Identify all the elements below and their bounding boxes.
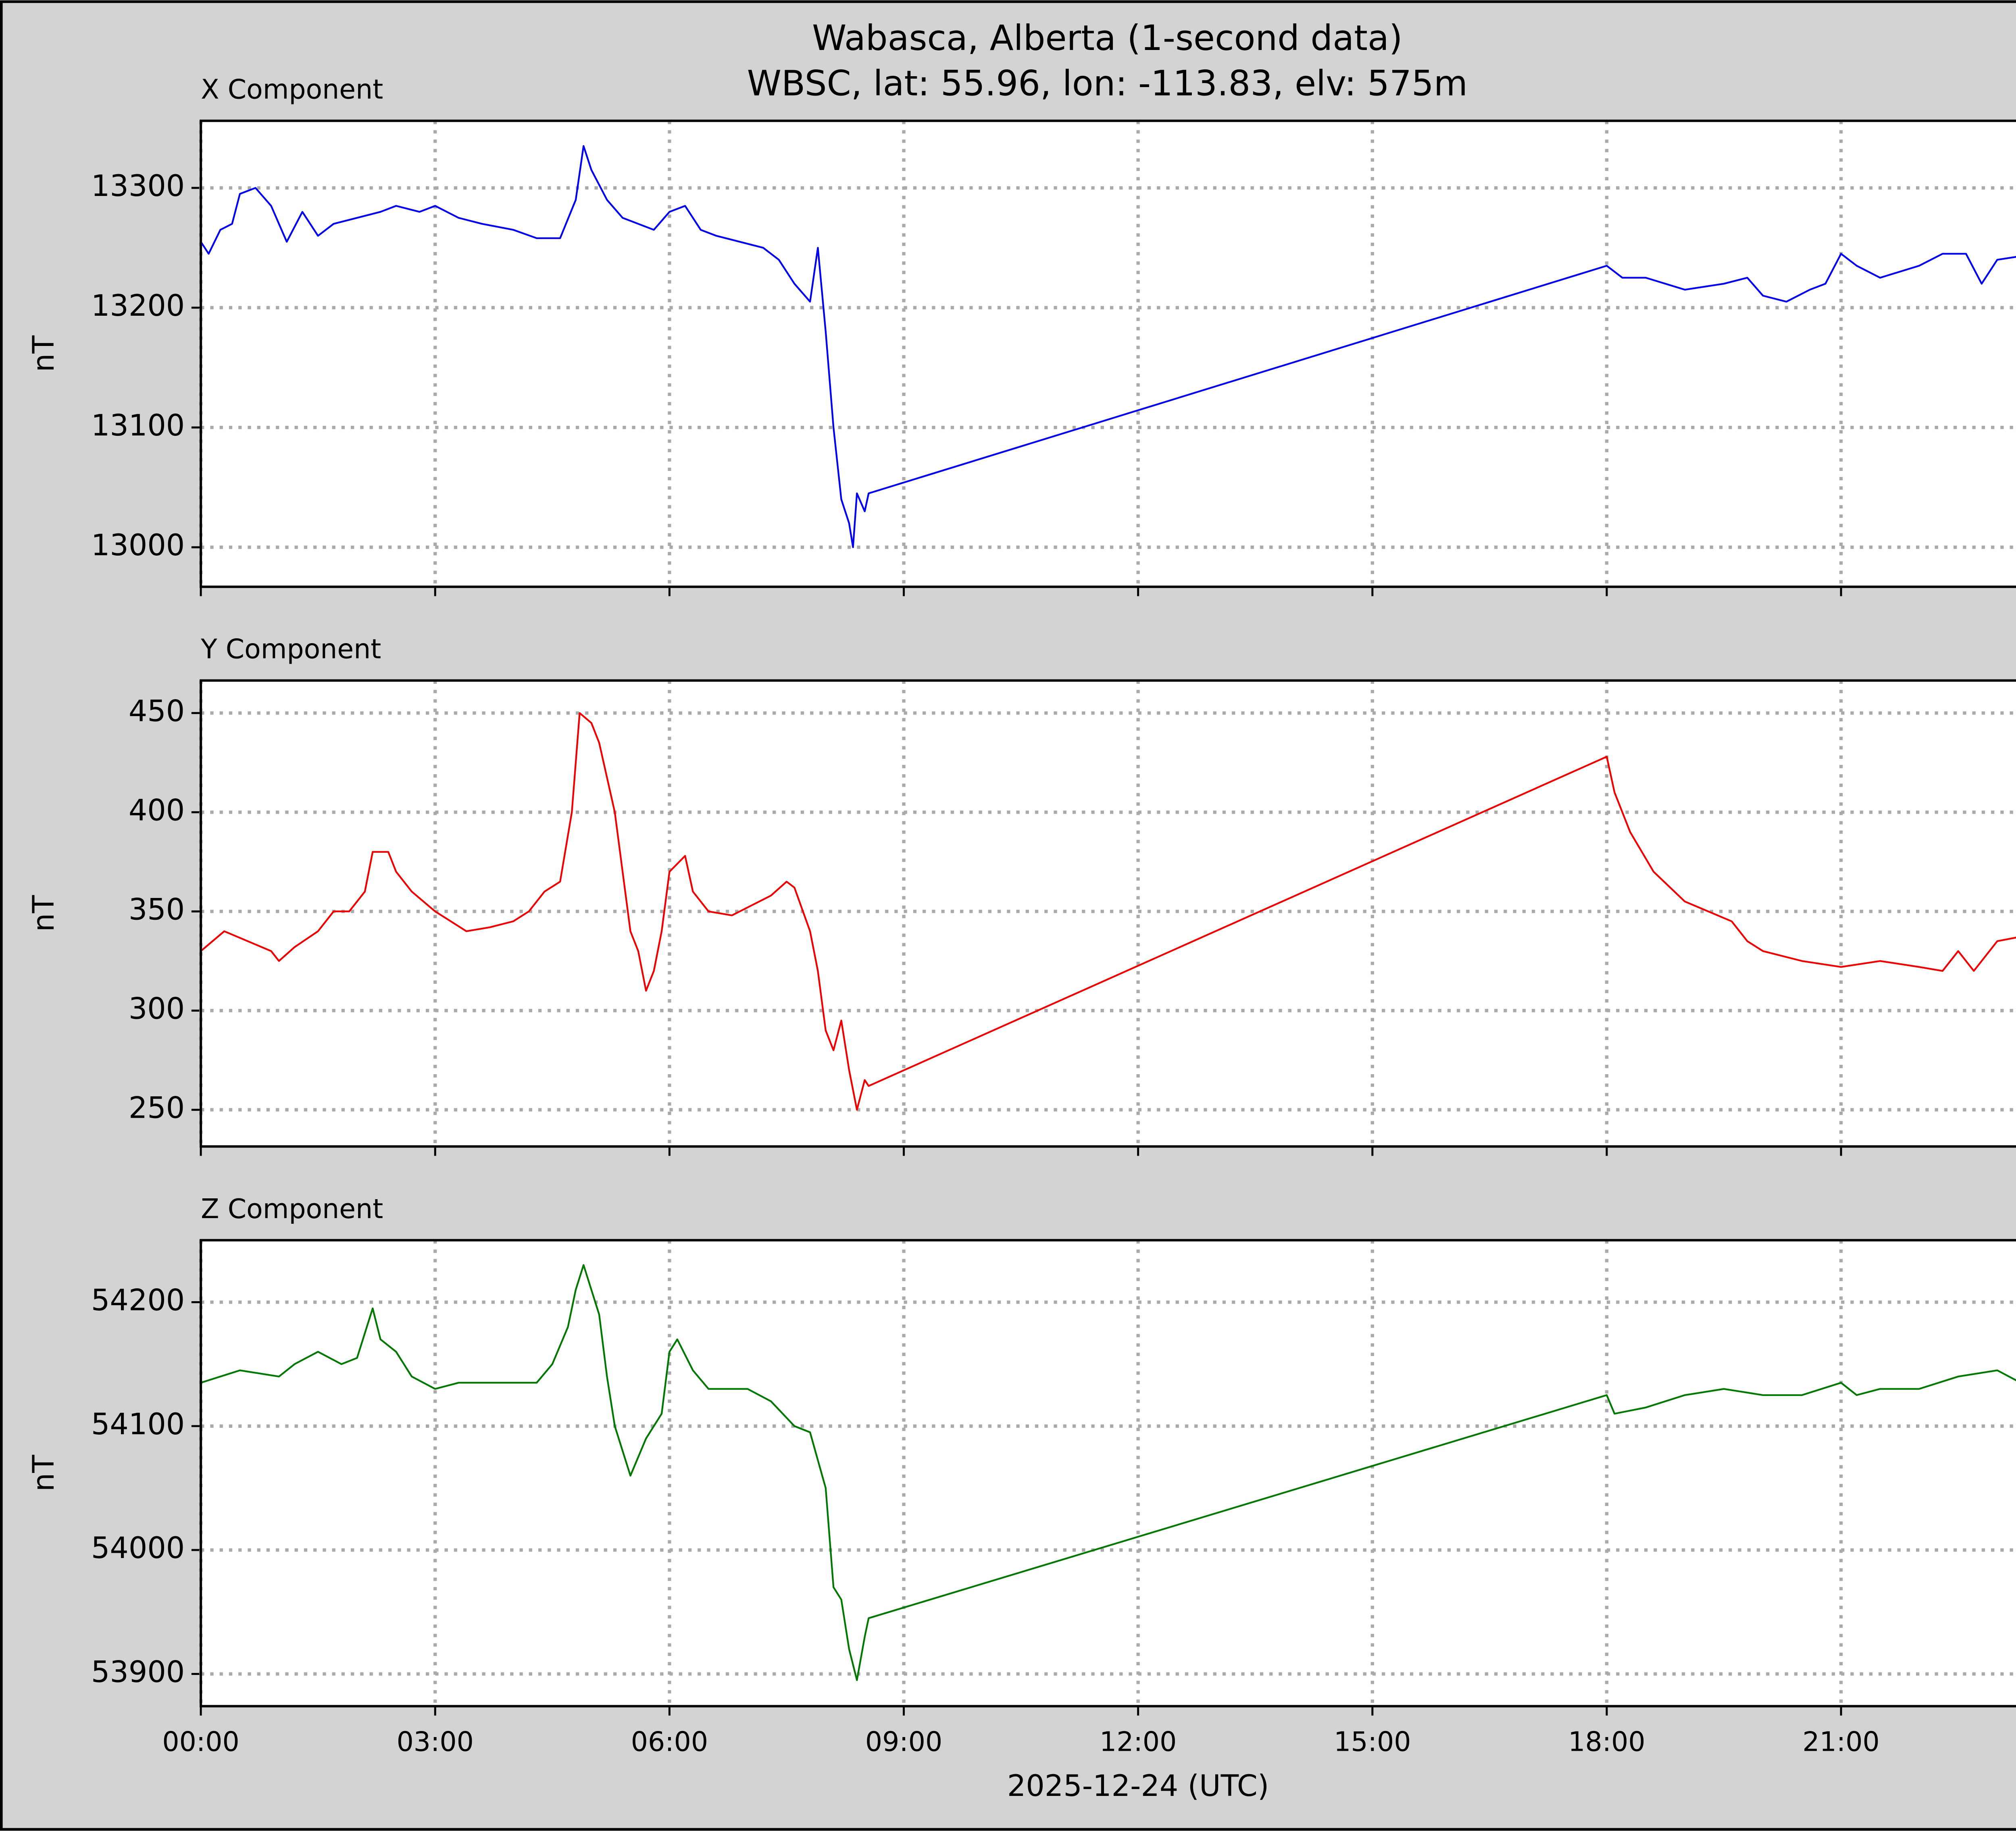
data-line [200,712,2016,1111]
x-tick-label: 18:00 [1568,1726,1645,1757]
y-tick-label: 13000 [91,528,185,562]
y-tick-label: 53900 [91,1655,185,1689]
x-tick-label: 12:00 [1100,1726,1177,1757]
data-line [200,145,2016,548]
y-tick-label: 450 [129,694,185,728]
plot-area [201,680,2016,1147]
y-tick-label: 250 [129,1091,185,1125]
x-tick-label: 15:00 [1334,1726,1411,1757]
y-tick-label: 300 [129,992,185,1026]
y-tick-label: 54000 [91,1531,185,1565]
plot-area [201,1240,2016,1706]
panel-title: Y Component [200,633,381,665]
x-tick-label: 03:00 [397,1726,474,1757]
figure-subtitle: WBSC, lat: 55.96, lon: -113.83, elv: 575… [747,64,1468,104]
panel-title: X Component [201,74,383,105]
figure-title: Wabasca, Alberta (1-second data) [812,18,1403,58]
y-tick-label: 13100 [91,408,185,443]
y-tick-label: 400 [129,793,185,827]
y-tick-label: 54200 [91,1283,185,1317]
panel-title: Z Component [201,1193,383,1225]
y-tick-label: 350 [129,892,185,927]
plot-frame [200,1239,2016,1708]
y-tick-label: 13300 [91,169,185,203]
plot-area [201,121,2016,587]
x-tick-label: 00:00 [162,1726,239,1757]
x-tick-label: 21:00 [1802,1726,1879,1757]
y-tick-label: 54100 [91,1407,185,1441]
x-tick-label: 06:00 [631,1726,708,1757]
y-axis-label: nT [27,895,61,932]
x-tick-label: 09:00 [865,1726,942,1757]
y-tick-label: 13200 [91,289,185,323]
plot-frame [200,679,2016,1148]
plot-frame [200,119,2016,588]
y-axis-label: nT [27,1455,61,1491]
x-axis-label: 2025-12-24 (UTC) [1007,1769,1269,1803]
y-axis-label: nT [27,335,61,372]
data-line [200,1264,2016,1681]
